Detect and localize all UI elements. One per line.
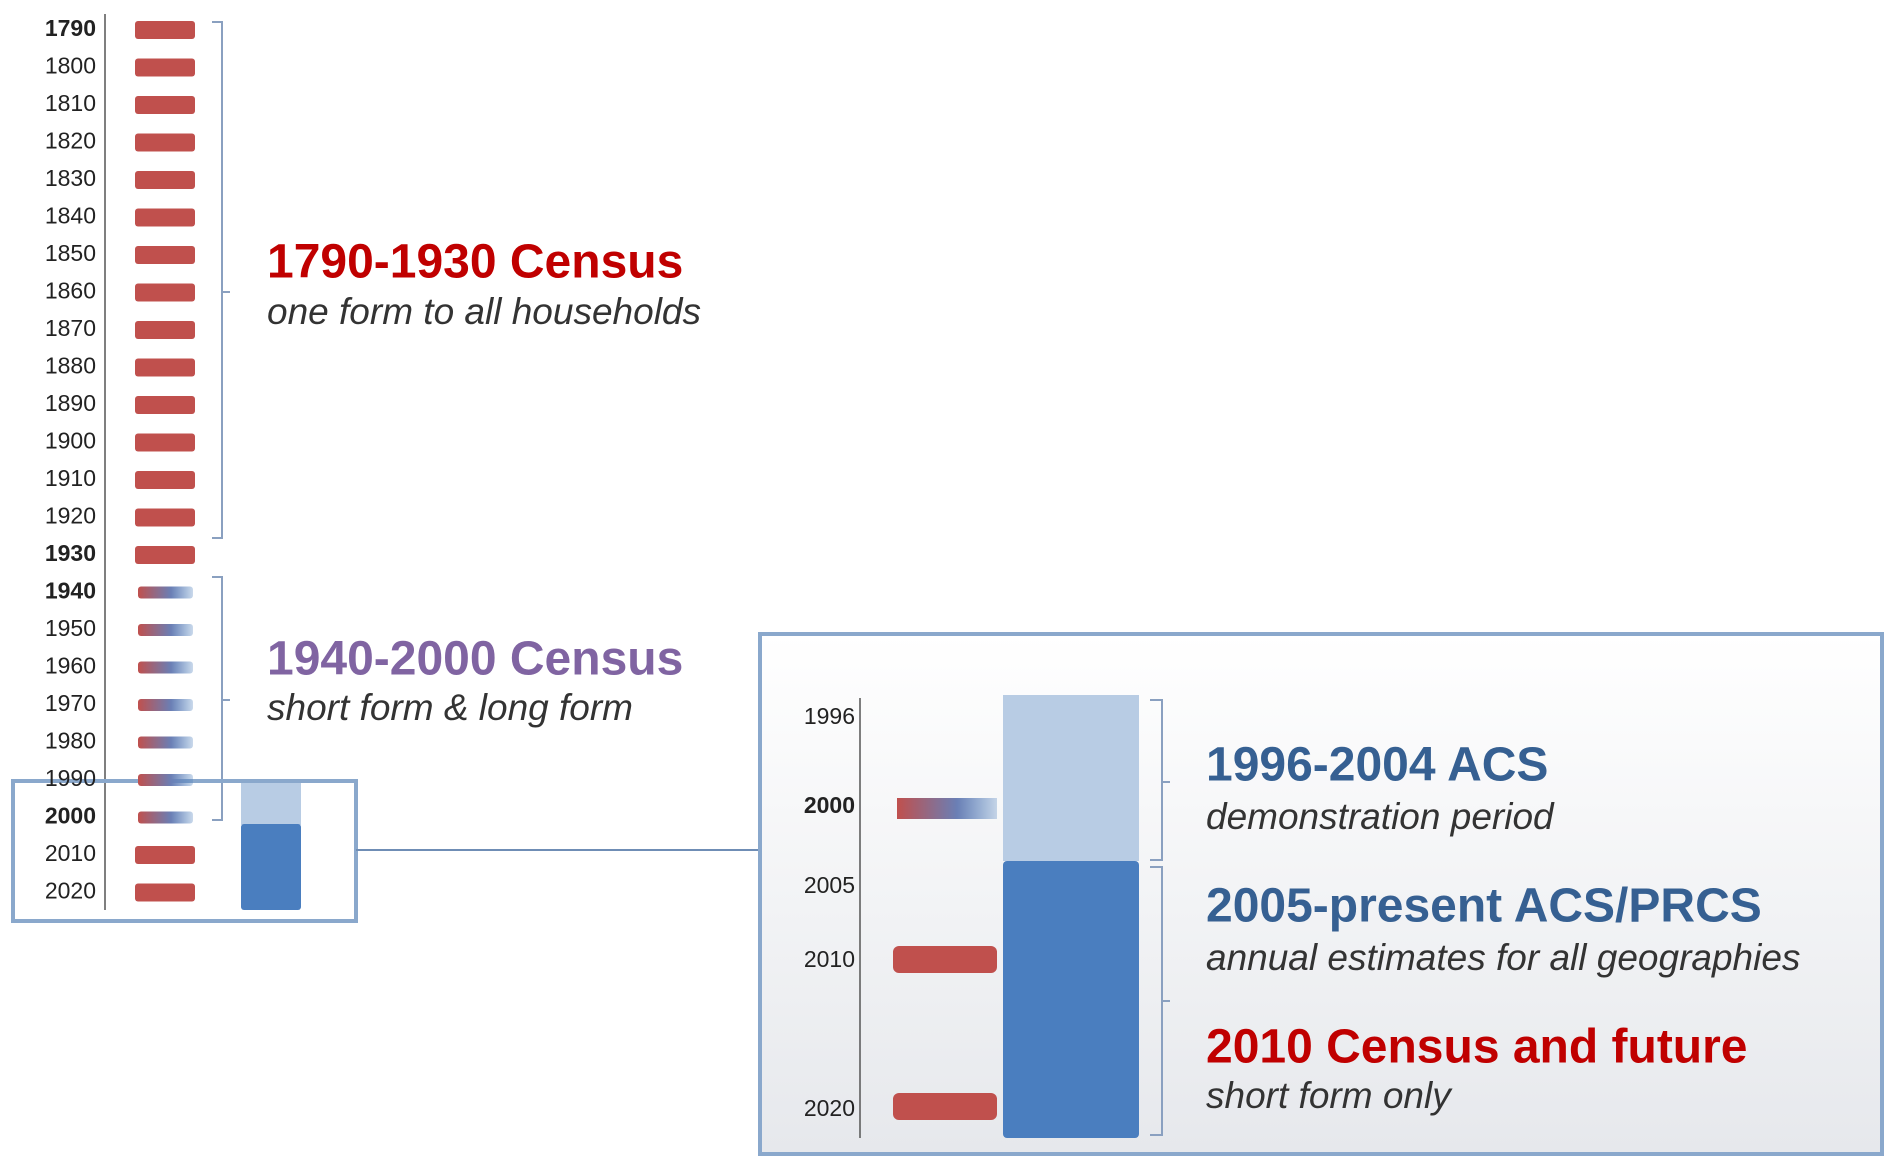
group-subtitle: one form to all households xyxy=(267,291,701,332)
year-label: 1930 xyxy=(45,540,96,566)
census-bar xyxy=(135,321,195,339)
bracket xyxy=(212,576,230,821)
year-label: 1850 xyxy=(45,240,96,266)
year-label: 2000 xyxy=(804,792,855,818)
census-bar xyxy=(135,546,195,564)
group-title: 2010 Census and future xyxy=(1206,1021,1748,1074)
year-label: 1880 xyxy=(45,353,96,379)
census-bar xyxy=(138,736,193,749)
census-bar xyxy=(135,133,195,152)
timeline: 1790-1930 Census one form to all househo… xyxy=(11,14,758,923)
census-bar xyxy=(135,396,195,414)
year-label: 2020 xyxy=(804,1095,855,1121)
bracket xyxy=(212,21,230,539)
group-subtitle: demonstration period xyxy=(1206,796,1555,837)
year-label: 1990 xyxy=(45,765,96,791)
year-label: 1910 xyxy=(45,465,96,491)
bracket xyxy=(1150,699,1170,861)
year-label: 1840 xyxy=(45,203,96,229)
group-title: 1996-2004 ACS xyxy=(1206,739,1548,792)
census-bar xyxy=(138,661,193,674)
acs-demo-bar xyxy=(241,783,301,825)
year-label: 1790 xyxy=(45,15,96,41)
year-label: 1950 xyxy=(45,615,96,641)
year-label: 1980 xyxy=(45,728,96,754)
year-label: 1960 xyxy=(45,653,96,679)
census-bar xyxy=(135,508,195,527)
census-bar xyxy=(135,171,195,189)
census-bar xyxy=(135,58,195,77)
year-label: 2010 xyxy=(804,946,855,972)
year-label: 1830 xyxy=(45,165,96,191)
group-title: 1790-1930 Census xyxy=(267,236,683,289)
year-label: 2000 xyxy=(45,803,96,829)
year-label: 2010 xyxy=(45,840,96,866)
group-title: 2005-present ACS/PRCS xyxy=(1206,880,1762,933)
year-label: 2020 xyxy=(45,878,96,904)
acs-bar xyxy=(1003,861,1139,1138)
acs-demo-bar xyxy=(1003,695,1139,861)
census-bar xyxy=(135,846,195,864)
group-subtitle: annual estimates for all geographies xyxy=(1206,937,1800,978)
year-label: 1800 xyxy=(45,53,96,79)
census-bar xyxy=(138,699,193,711)
census-bar xyxy=(135,433,195,452)
census-bar xyxy=(135,21,195,39)
census-bar xyxy=(138,811,193,824)
group-title: 1940-2000 Census xyxy=(267,633,683,686)
census-bar xyxy=(135,358,195,377)
year-label: 1900 xyxy=(45,428,96,454)
census-bar xyxy=(135,471,195,489)
group-subtitle: short form & long form xyxy=(267,687,633,728)
census-bar xyxy=(138,624,193,636)
census-bar xyxy=(135,208,195,227)
year-label: 1970 xyxy=(45,690,96,716)
year-label: 1810 xyxy=(45,90,96,116)
census-bar xyxy=(135,246,195,264)
inset-box xyxy=(758,632,1884,1156)
year-label: 1870 xyxy=(45,315,96,341)
year-label: 1820 xyxy=(45,128,96,154)
census-bar xyxy=(893,1093,997,1120)
group-subtitle: short form only xyxy=(1206,1075,1453,1116)
census-bar xyxy=(135,283,195,302)
year-label: 1996 xyxy=(804,703,855,729)
year-label: 1940 xyxy=(45,578,96,604)
census-bar xyxy=(897,798,997,819)
census-bar xyxy=(893,946,997,973)
census-bar xyxy=(138,586,193,599)
year-label: 1860 xyxy=(45,278,96,304)
census-bar xyxy=(135,96,195,114)
acs-bar xyxy=(241,824,301,910)
inset: 1996-2004 ACS demonstration period 2005-… xyxy=(758,632,1884,1156)
census-bar xyxy=(135,883,195,902)
year-label: 2005 xyxy=(804,872,855,898)
census-bar xyxy=(138,774,193,786)
bracket xyxy=(1150,866,1170,1136)
year-label: 1920 xyxy=(45,503,96,529)
year-label: 1890 xyxy=(45,390,96,416)
